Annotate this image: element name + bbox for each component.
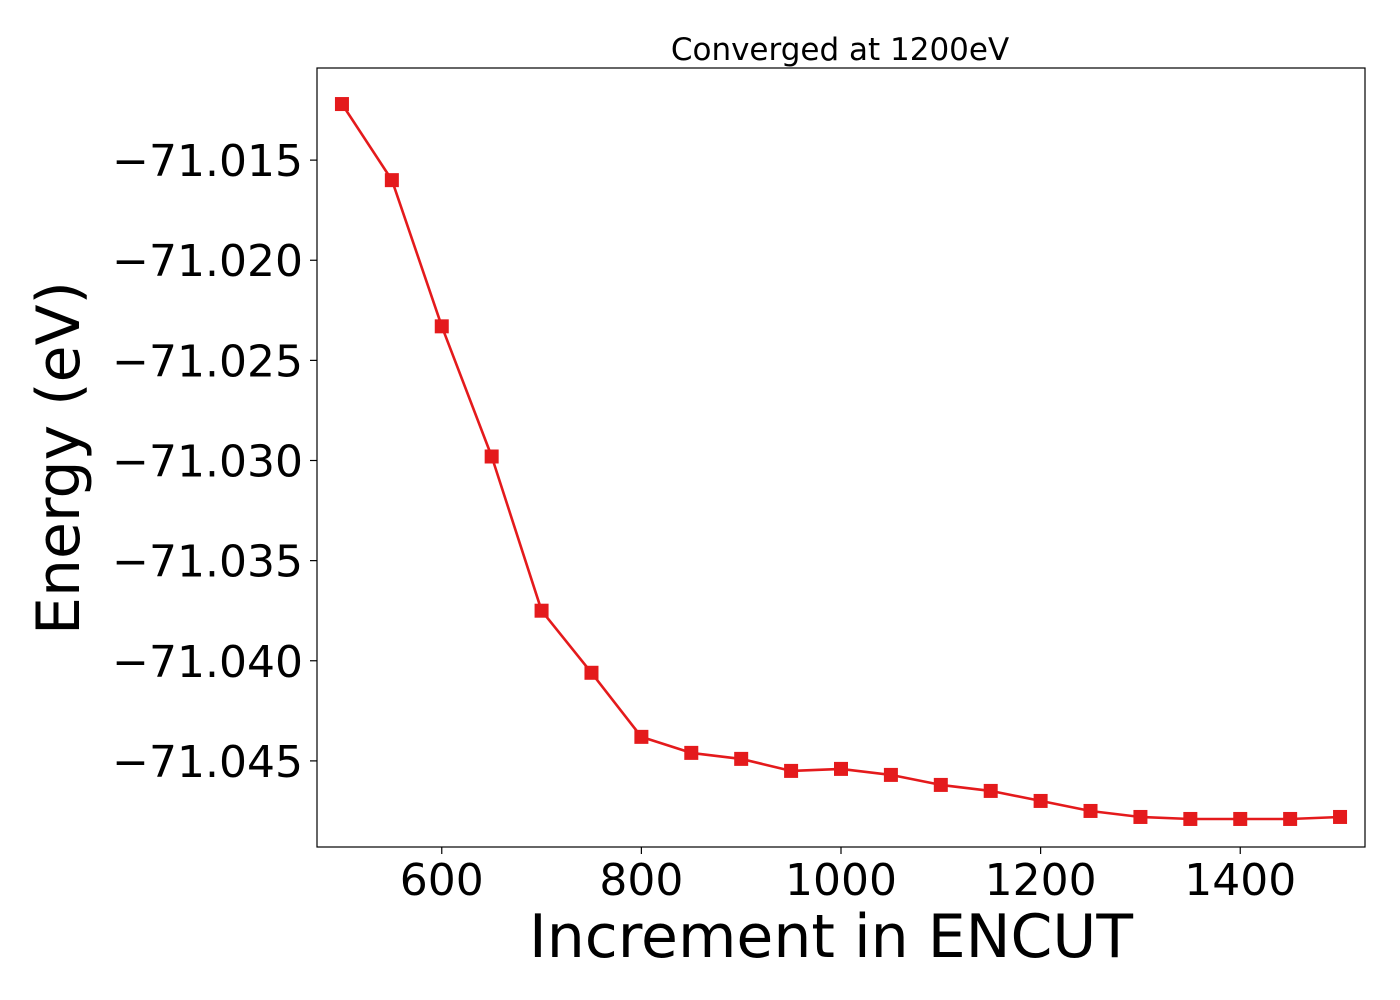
y-tick-label: −71.035 [112, 537, 303, 588]
data-point [983, 783, 998, 798]
y-axis-label: Energy (eV) [24, 281, 94, 635]
data-point [1133, 809, 1148, 824]
data-point [534, 603, 549, 618]
x-axis-label: Increment in ENCUT [529, 902, 1133, 972]
data-point [1233, 811, 1248, 826]
data-point [1333, 809, 1348, 824]
data-series [334, 97, 1348, 826]
y-tick-label: −71.030 [112, 437, 303, 488]
data-point [883, 767, 898, 782]
data-point [334, 97, 349, 112]
chart-title: Converged at 1200eV [671, 32, 1009, 68]
x-tick-label: 800 [599, 855, 683, 906]
data-point [734, 751, 749, 766]
data-point [634, 729, 649, 744]
data-point [484, 449, 499, 464]
plot-area [316, 67, 1366, 848]
x-tick-label: 1200 [985, 855, 1097, 906]
data-point [784, 763, 799, 778]
x-tick-label: 1400 [1184, 855, 1296, 906]
data-point [834, 761, 848, 776]
x-tick-label: 600 [400, 855, 484, 906]
x-tick-label: 1000 [785, 855, 897, 906]
y-tick-label: −71.040 [112, 637, 303, 688]
data-point [584, 665, 599, 680]
data-point [1033, 793, 1048, 808]
data-point [684, 745, 699, 760]
data-point [1083, 803, 1098, 818]
y-tick-label: −71.015 [112, 136, 303, 187]
data-point [1283, 811, 1298, 826]
x-axis: 600 800 1000 1200 1400 [400, 847, 1296, 906]
data-point [1183, 811, 1198, 826]
y-tick-label: −71.045 [112, 737, 303, 788]
data-point [384, 173, 399, 188]
y-tick-label: −71.025 [112, 336, 303, 387]
y-tick-label: −71.020 [112, 236, 303, 287]
data-point [933, 777, 948, 792]
y-axis: −71.015 −71.020 −71.025 −71.030 −71.035 −71.0… [112, 136, 317, 788]
data-point [434, 319, 449, 334]
